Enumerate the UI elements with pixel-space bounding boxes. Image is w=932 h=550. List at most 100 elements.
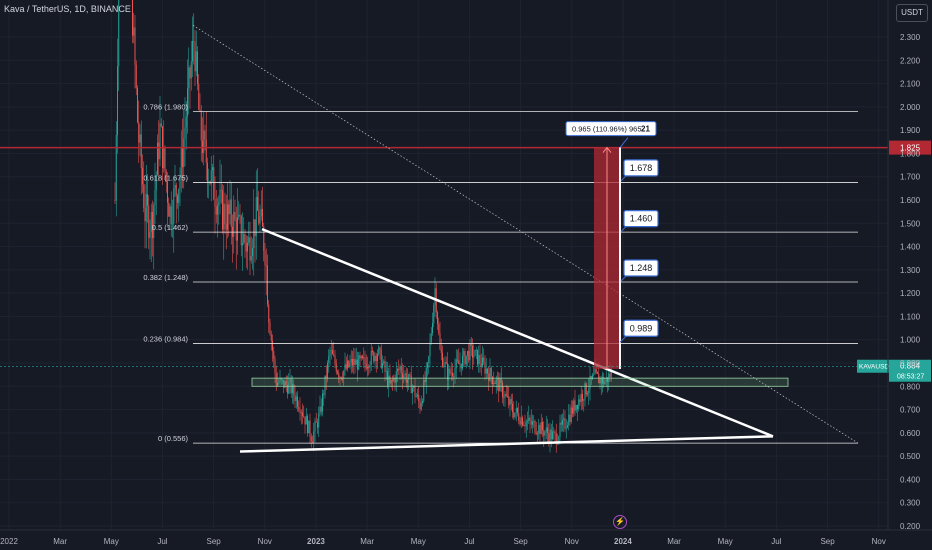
candle-body (335, 363, 337, 372)
lightning-icon[interactable]: ⚡ (613, 515, 627, 529)
candle-body (539, 424, 541, 435)
price-tick-label: 0.700 (900, 406, 921, 415)
candle-body (342, 378, 343, 380)
candle-body (432, 323, 433, 334)
candle-body (452, 372, 453, 377)
candle-body (364, 357, 366, 364)
candle-body (164, 146, 166, 172)
candle-body (565, 427, 567, 429)
measure-label-text: 0.965 (110.96%) 965 (572, 125, 642, 134)
candle-body (218, 202, 220, 206)
candle-body (508, 396, 510, 406)
candle-body (492, 376, 493, 384)
candle-body (575, 404, 577, 411)
target-label-box[interactable] (623, 319, 659, 337)
candle-body (603, 377, 605, 385)
time-tick-label: May (411, 537, 426, 546)
candle-body (157, 142, 158, 176)
candle-body (378, 347, 380, 355)
candle-body (604, 381, 606, 385)
candle-body (562, 420, 563, 425)
candle-body (497, 378, 498, 380)
triangle-upper-line[interactable] (261, 227, 774, 438)
time-tick-label: May (718, 537, 733, 546)
price-tick-label: 1.000 (900, 336, 921, 345)
candle-body (328, 355, 330, 363)
candle-body (600, 377, 602, 384)
fib-level-label: 0.382 (1.248) (143, 273, 188, 282)
candle-body (178, 189, 180, 203)
candle-body (118, 0, 120, 67)
candle-body (487, 368, 488, 374)
candle-body (478, 354, 480, 365)
candle-body (322, 393, 323, 412)
candle-body (567, 425, 568, 428)
candle-body (160, 123, 162, 127)
target-label-box[interactable] (623, 210, 659, 228)
candle-body (440, 349, 442, 353)
candle-body (180, 146, 182, 180)
candle-body (193, 41, 195, 42)
candle-body (507, 395, 508, 397)
candle-body (354, 358, 356, 365)
candle-body (169, 206, 171, 217)
candle-body (467, 351, 468, 356)
candle-body (115, 135, 117, 201)
price-tick-label: 0.400 (900, 475, 921, 484)
candle-body (579, 399, 581, 403)
dotted-trendline[interactable] (192, 25, 859, 444)
candle-body (244, 234, 246, 243)
support-zone-rect[interactable] (251, 377, 789, 387)
candle-body (474, 350, 476, 356)
candle-body (273, 351, 275, 359)
candle-body (190, 61, 192, 79)
candle-body (560, 422, 562, 425)
candle-body (580, 393, 582, 403)
candle-body (145, 194, 147, 222)
candle-body (270, 334, 272, 341)
candle-body (194, 41, 196, 72)
currency-selector-button[interactable]: USDT (896, 4, 928, 22)
candle-body (245, 242, 247, 252)
candle-body (483, 357, 485, 363)
symbol-title[interactable]: Kava / TetherUS, 1D, BINANCE (4, 4, 131, 14)
candle-body (439, 333, 441, 350)
candle-body (215, 206, 217, 215)
candle-body (413, 386, 415, 388)
candle-body (255, 197, 257, 237)
drawing-overlays[interactable]: 0.786 (1.980) 0.618 (1.675) 0.5 (1.462) 0.3… (0, 25, 931, 453)
price-tick-label: 2.000 (900, 103, 921, 112)
price-tick-label: 1.700 (900, 173, 921, 182)
triangle-lower-line[interactable] (239, 435, 774, 453)
candle-body (165, 171, 167, 182)
candle-body (595, 369, 597, 373)
target-label-box[interactable] (623, 159, 659, 177)
candle-body (465, 355, 467, 365)
candle-body (238, 214, 240, 218)
price-tick-label: 0.900 (900, 359, 921, 368)
candle-body (327, 362, 328, 378)
candle-body (343, 370, 345, 379)
price-tick-label: 1.400 (900, 243, 921, 252)
time-tick-label: Jul (464, 537, 474, 546)
candle-body (330, 350, 332, 351)
candle-body (404, 373, 406, 376)
price-tick-label: 0.200 (900, 522, 921, 531)
candle-body (437, 312, 438, 325)
candle-body (367, 366, 368, 369)
candle-body (518, 413, 520, 421)
candle-body (303, 415, 305, 417)
candle-body (207, 162, 208, 183)
candle-body (320, 406, 322, 412)
price-tick-label: 1.800 (900, 149, 921, 158)
candle-body (399, 366, 401, 370)
candle-body (289, 378, 291, 383)
candle-body (384, 361, 386, 372)
candle-body (182, 146, 183, 168)
candle-body (402, 372, 403, 379)
target-label-box[interactable] (623, 259, 659, 277)
candle-body (393, 378, 395, 381)
candle-body (543, 430, 545, 436)
